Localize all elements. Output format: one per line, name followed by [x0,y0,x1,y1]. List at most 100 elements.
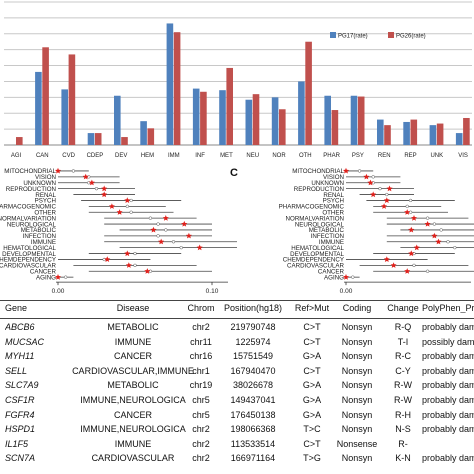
interval-point [64,275,68,279]
star-marker [55,167,61,174]
cell-change: R-C [395,351,411,362]
category-label: NEUROLOGICAL [7,221,57,228]
star-marker [363,173,370,180]
cell-change: R-H [395,409,411,420]
cell-ref-mut: C>T [303,322,321,332]
x-tick-label: NEU [246,153,259,159]
category-label: DEVELOPMENTAL [2,251,56,258]
cell-coding: Nonsyn [341,365,373,376]
bar-PG26(rate)-PSY [357,96,365,145]
interval-point [351,275,355,279]
star-marker [144,268,151,274]
cell-coding: Nonsyn [341,424,373,435]
bar-PG17(rate)-NOR [271,97,279,145]
interval-point [408,198,413,203]
interval-point [425,216,430,220]
x-tick-label: 0.10 [206,288,219,295]
star-marker [124,250,131,257]
cell-change: R-W [394,380,412,391]
cell-coding: Nonsyn [341,336,373,347]
variant-table: Gene Disease Chrom Position(hg18) Ref>Mu… [0,300,474,474]
cell-position: 149437041 [230,395,276,405]
category-label: AGING [324,274,344,281]
cell-chrom: chr2 [192,438,210,449]
x-tick-label: CDEP [87,153,104,159]
interval-point [156,222,160,226]
cell-polyphen: probably dam [422,453,474,464]
star-marker [408,226,415,233]
table-row: CSF1R IMMUNE,NEUROLOGICA chr5 149437041 G>A N… [0,395,474,409]
table-row: IL1F5 IMMUNE chr2 113533514 C>T Nonsense R- [0,439,474,453]
category-label: IMMUNE [31,239,56,246]
star-marker [124,197,131,203]
cell-change: C-Y [395,365,411,376]
interval-point [357,169,362,173]
cell-polyphen: probably dam [422,351,474,362]
interval-point [439,228,443,232]
table-row: SCN7A CARDIOVASCULAR chr2 166971164 T>G Nonsy… [0,453,474,467]
category-label: INFECTION [23,233,56,240]
interval-point [171,240,176,244]
star-marker [370,191,377,198]
cell-ref-mut: T>G [303,453,321,464]
cell-disease: CARDIOVASCULAR [91,453,175,464]
interval-point [156,234,160,238]
interval-point [412,263,416,267]
cell-position: 166971164 [230,453,276,464]
header-coding: Coding [342,303,372,313]
bar-PG17(rate)-DEV [114,95,121,145]
cell-disease: CANCER [113,351,152,362]
star-marker [435,238,442,245]
legend-label: PG26(rate) [396,34,426,40]
category-label: INFECTION [311,233,344,240]
bar-PG26(rate)-VIS [463,117,470,145]
x-tick-label: CAN [36,153,49,159]
bar-PG17(rate)-IMM [166,23,174,146]
bar-PG17(rate)-CVD [61,89,68,145]
bar-chart: AGI CAN CVD CDEP DEV HEM IMM INF MET NEU NOR OTH PHA… [4,1,472,159]
cell-ref-mut: G>A [302,395,322,405]
legend-label: PG17(rate) [338,34,368,40]
bar-PG26(rate)-MET [226,67,233,145]
star-marker [408,250,415,257]
interval-point [129,210,133,214]
cell-change: R-Q [394,322,412,332]
header-ref-mut: Ref>Mut [294,303,330,313]
cell-polyphen: probably dam [422,395,474,405]
interval-point [133,263,137,267]
cell-coding: Nonsense [336,438,378,449]
cell-coding: Nonsyn [341,409,373,420]
star-marker [383,197,390,203]
star-marker [158,238,165,245]
cell-polyphen: probably dam [422,424,474,435]
cell-change: N-S [395,424,411,435]
bar-chart-panel: AGI CAN CVD CDEP DEV HEM IMM INF MET NEU NOR OTH PHA… [0,0,474,165]
cell-disease: METABOLIC [107,322,159,332]
category-label: CARDIOVASCULAR [0,263,57,270]
cell-polyphen: probably dam [422,322,474,332]
category-label: MITOCHONDRIAL [4,168,56,175]
table-row: SLC7A9 METABOLIC chr19 38026678 G>A Nonsyn R-W… [0,380,474,394]
cell-gene: MYH11 [5,351,35,362]
star-marker [101,185,108,192]
category-label: REPRODUCTION [294,186,344,193]
star-marker [367,179,374,186]
table-top-rule [0,300,474,301]
bar-PG26(rate)-IMM [173,32,181,145]
bar-PG26(rate)-CAN [42,47,49,145]
category-label: PSYCH [323,198,344,205]
bar-PG26(rate)-INF [200,91,207,145]
bar-PG26(rate)-CVD [68,54,76,145]
category-label: HEMATOLOGICAL [291,245,344,252]
cell-disease: CANCER [113,409,152,420]
table-row: MYH11 CANCER chr16 15751549 G>A Nonsyn R-C prob… [0,351,474,365]
cell-chrom: chr16 [189,351,213,362]
x-tick-label: INF [195,153,205,159]
cell-position: 219790748 [230,322,276,332]
cell-ref-mut: G>A [302,380,322,391]
cell-ref-mut: G>A [302,409,322,420]
category-label: METABOLIC [309,227,345,234]
header-disease: Disease [116,303,150,313]
cell-gene: HSPD1 [5,424,36,435]
